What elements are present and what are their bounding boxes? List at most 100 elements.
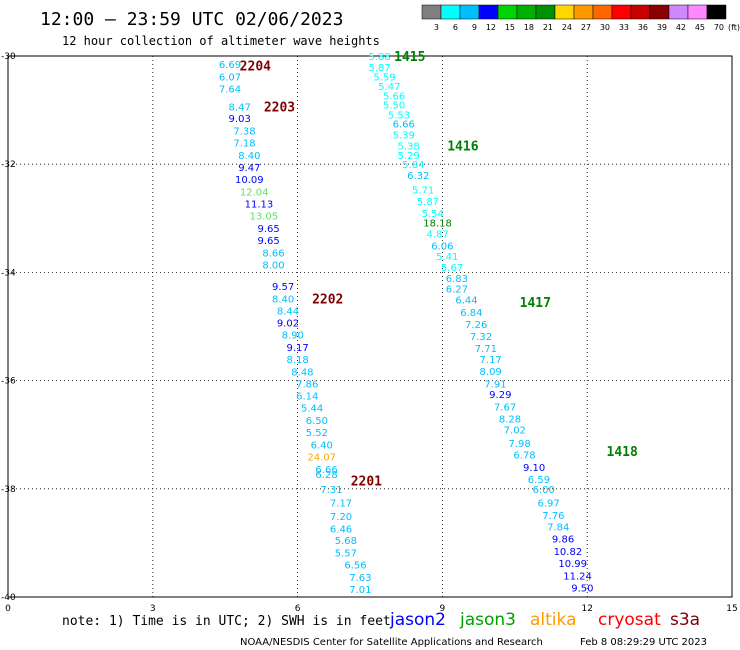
wave-height-label: 5.57 bbox=[335, 549, 357, 560]
wave-height-label: 6.56 bbox=[344, 561, 366, 572]
legend-label: 36 bbox=[638, 23, 648, 32]
wave-height-label: 7.67 bbox=[494, 403, 516, 414]
wave-height-label: 6.46 bbox=[330, 524, 352, 535]
wave-height-label: 8.47 bbox=[229, 102, 251, 113]
legend-swatch bbox=[630, 4, 651, 20]
plot-frame bbox=[7, 55, 733, 598]
wave-height-label: 7.17 bbox=[330, 498, 352, 509]
chart-subtitle: 12 hour collection of altimeter wave hei… bbox=[62, 34, 380, 48]
wave-height-label: 5.87 bbox=[417, 197, 439, 208]
pass-number-label: 2204 bbox=[240, 60, 271, 75]
legend-swatch bbox=[668, 4, 689, 20]
wave-height-label: 6.40 bbox=[311, 440, 333, 451]
wave-height-label: 8.00 bbox=[262, 260, 284, 271]
wave-height-label: 5.87 bbox=[369, 63, 391, 74]
wave-height-label: 7.38 bbox=[233, 127, 255, 138]
wave-height-label: 8.90 bbox=[282, 331, 304, 342]
wave-height-label: 6.84 bbox=[460, 308, 482, 319]
legend-label: 6 bbox=[453, 23, 458, 32]
satellite-name: jason3 bbox=[459, 610, 516, 630]
wave-height-label: 5.41 bbox=[436, 252, 458, 263]
legend-label: 9 bbox=[472, 23, 477, 32]
wave-height-label: 6.59 bbox=[528, 475, 550, 486]
x-tick-label: 12 bbox=[581, 604, 592, 614]
wave-height-label: 6.83 bbox=[446, 274, 468, 285]
y-tick-label: -30 bbox=[1, 52, 16, 62]
wave-height-label: 9.57 bbox=[272, 282, 294, 293]
wave-height-label: 8.44 bbox=[277, 306, 299, 317]
wave-height-label: 10.82 bbox=[554, 547, 583, 558]
wave-height-label: 6.32 bbox=[407, 171, 429, 182]
wave-height-label: 9.86 bbox=[552, 535, 574, 546]
wave-height-label: 7.31 bbox=[320, 485, 342, 496]
wave-height-label: 7.91 bbox=[484, 379, 506, 390]
pass-number-label: 2202 bbox=[312, 292, 343, 307]
legend-label: 39 bbox=[657, 23, 667, 32]
legend-label: 27 bbox=[581, 23, 591, 32]
wave-height-label: 8.09 bbox=[480, 367, 502, 378]
legend-label: 3 bbox=[434, 23, 439, 32]
wave-height-label: 7.84 bbox=[547, 523, 569, 534]
legend-swatch bbox=[554, 4, 575, 20]
legend-swatch bbox=[592, 4, 613, 20]
satellite-legend: jason2 jason3 altika cryosat s3a bbox=[389, 610, 700, 630]
wave-height-label: 5.29 bbox=[397, 151, 419, 162]
y-tick-label: -36 bbox=[1, 377, 16, 387]
pass-number-label: 1417 bbox=[520, 296, 551, 311]
wave-height-label: 6.06 bbox=[431, 241, 453, 252]
wave-height-label: 9.65 bbox=[258, 236, 280, 247]
x-tick-label: 9 bbox=[440, 604, 446, 614]
wave-height-label: 10.09 bbox=[235, 175, 264, 186]
wave-height-label: 8.48 bbox=[291, 367, 313, 378]
legend-swatch bbox=[421, 4, 442, 20]
legend-swatch bbox=[516, 4, 537, 20]
wave-height-label: 11.13 bbox=[245, 200, 274, 211]
x-tick-label: 3 bbox=[150, 604, 156, 614]
wave-height-label: 12.04 bbox=[240, 187, 269, 198]
wave-height-label: 9.10 bbox=[523, 463, 545, 474]
wave-height-label: 13.05 bbox=[249, 212, 278, 223]
wave-height-label: 4.87 bbox=[426, 229, 448, 240]
y-tick-label: -32 bbox=[1, 160, 16, 170]
chart-title: 12:00 – 23:59 UTC 02/06/2023 bbox=[40, 9, 343, 30]
pass-number-label: 2201 bbox=[351, 475, 382, 490]
legend-unit: (ft) bbox=[728, 23, 740, 32]
wave-height-label: 5.84 bbox=[402, 160, 424, 171]
wave-height-label: 7.98 bbox=[508, 439, 530, 450]
wave-height-label: 9.03 bbox=[229, 114, 251, 125]
x-tick-label: 6 bbox=[295, 604, 301, 614]
wave-height-label: 8.28 bbox=[499, 414, 521, 425]
legend-label: 70 bbox=[714, 23, 724, 32]
pass-number-label: 1418 bbox=[607, 445, 638, 460]
timestamp-text: Feb 8 08:29:29 UTC 2023 bbox=[580, 637, 707, 648]
wave-height-label: 9.29 bbox=[489, 390, 511, 401]
wave-height-label: 6.50 bbox=[306, 416, 328, 427]
satellite-name: s3a bbox=[670, 610, 700, 630]
wave-height-label: 24.07 bbox=[307, 452, 336, 463]
wave-height-label: 9.65 bbox=[258, 224, 280, 235]
wave-height-label: 6.97 bbox=[537, 498, 559, 509]
wave-height-label: 5.54 bbox=[422, 209, 444, 220]
legend-label: 12 bbox=[486, 23, 496, 32]
legend-swatch bbox=[535, 4, 556, 20]
satellite-name: jason2 bbox=[389, 610, 446, 630]
wave-height-label: 10.99 bbox=[558, 559, 587, 570]
satellite-name: cryosat bbox=[598, 610, 661, 630]
footer-note: note: 1) Time is in UTC; 2) SWH is in fe… bbox=[62, 614, 391, 629]
wave-height-label: 5.52 bbox=[306, 428, 328, 439]
legend-label: 18 bbox=[524, 23, 534, 32]
wave-height-label: 7.32 bbox=[470, 332, 492, 343]
legend-swatch bbox=[459, 4, 480, 20]
wave-height-label: 7.18 bbox=[233, 139, 255, 150]
wave-height-label: 18.18 bbox=[423, 219, 452, 230]
wave-height-label: 9.02 bbox=[277, 319, 299, 330]
legend-swatch bbox=[478, 4, 499, 20]
wave-height-label: 5.67 bbox=[441, 263, 463, 274]
pass-number-label: 1416 bbox=[447, 139, 478, 154]
y-tick-label: -34 bbox=[1, 268, 16, 278]
x-tick-label: 0 bbox=[5, 604, 11, 614]
wave-height-label: 11.24 bbox=[563, 571, 592, 582]
wave-height-label: 7.20 bbox=[330, 512, 352, 523]
legend-label: 24 bbox=[562, 23, 572, 32]
